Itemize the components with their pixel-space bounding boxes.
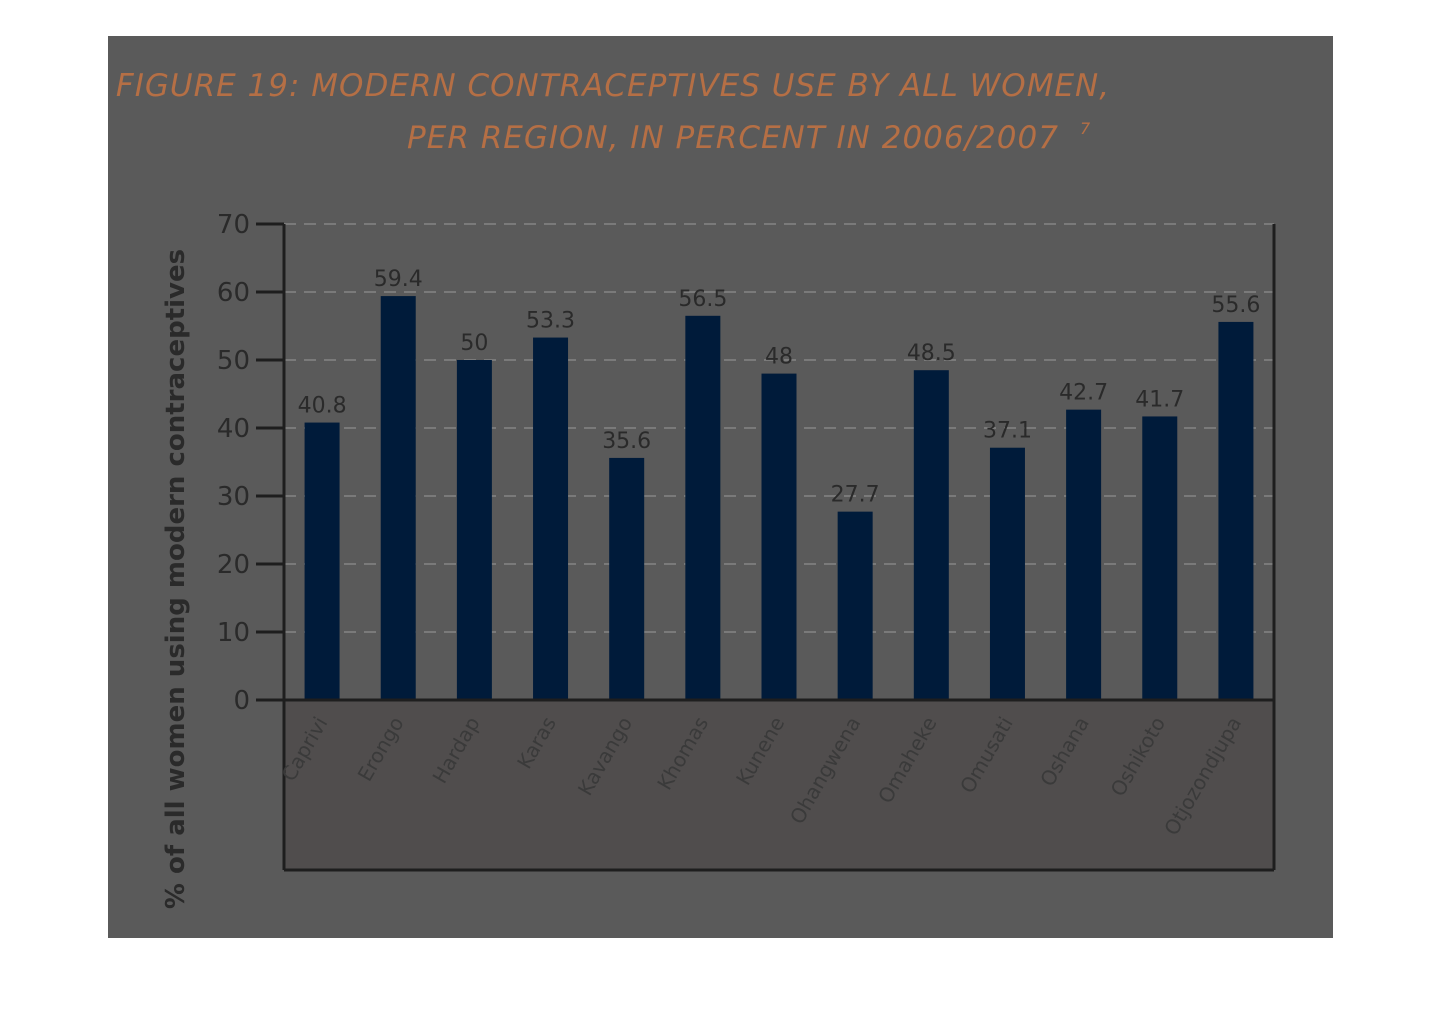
bar-kavango — [609, 457, 645, 700]
chart-frame: 40.8 59.4 50 53.3 35.6 56.5 48 27.7 48.5 37.1 42.7… — [108, 36, 1333, 938]
value-label-kavango: 35.6 — [602, 429, 651, 454]
value-label-karas: 53.3 — [526, 309, 575, 334]
value-label-omaheke: 48.5 — [907, 341, 956, 366]
y-ticks: 0 10 20 30 40 50 60 70 — [217, 210, 284, 716]
gridlines — [284, 223, 1274, 633]
bar-erongo — [380, 296, 416, 700]
value-label-erongo: 59.4 — [374, 267, 423, 292]
value-label-oshana: 42.7 — [1059, 381, 1108, 406]
chart-title-line-1: FIGURE 19: MODERN CONTRACEPTIVES USE BY … — [116, 68, 1110, 104]
y-tick-label-70: 70 — [217, 210, 250, 240]
category-panel — [284, 700, 1274, 870]
bar-oshana — [1066, 409, 1102, 700]
bar-omaheke — [913, 370, 949, 700]
y-tick-label-60: 60 — [217, 278, 250, 308]
y-tick-label-40: 40 — [217, 414, 250, 444]
value-label-otjozondjupa: 55.6 — [1211, 293, 1260, 318]
bar-oshikoto — [1142, 416, 1178, 700]
value-label-oshikoto: 41.7 — [1135, 387, 1184, 412]
y-tick-label-10: 10 — [217, 618, 250, 648]
bar-kunene — [761, 373, 797, 700]
chart-title-superscript: 7 — [1080, 119, 1091, 138]
value-label-khomas: 56.5 — [678, 287, 727, 312]
bar-otjozondjupa — [1218, 321, 1254, 700]
value-label-caprivi: 40.8 — [298, 394, 347, 419]
bar-ohangwena — [837, 511, 873, 700]
bar-khomas — [685, 315, 721, 700]
value-label-ohangwena: 27.7 — [831, 483, 880, 508]
chart-title-line-2: PER REGION, IN PERCENT IN 2006/2007 — [407, 120, 1059, 156]
y-axis-title: % of all women using modern contraceptiv… — [161, 249, 191, 909]
value-label-kunene: 48 — [765, 345, 793, 370]
value-labels: 40.8 59.4 50 53.3 35.6 56.5 48 27.7 48.5 37.1 42.7… — [298, 267, 1261, 508]
bar-karas — [533, 337, 569, 700]
axes — [256, 224, 1276, 872]
bar-chart: 40.8 59.4 50 53.3 35.6 56.5 48 27.7 48.5 37.1 42.7… — [116, 68, 1276, 909]
bar-caprivi — [304, 422, 340, 700]
value-label-omusati: 37.1 — [983, 419, 1032, 444]
bar-hardap — [456, 360, 492, 700]
y-tick-label-50: 50 — [217, 346, 250, 376]
y-tick-label-20: 20 — [217, 550, 250, 580]
bar-omusati — [989, 447, 1025, 700]
value-label-hardap: 50 — [460, 331, 488, 356]
y-tick-label-0: 0 — [233, 686, 250, 716]
y-tick-label-30: 30 — [217, 482, 250, 512]
bars — [304, 296, 1254, 700]
